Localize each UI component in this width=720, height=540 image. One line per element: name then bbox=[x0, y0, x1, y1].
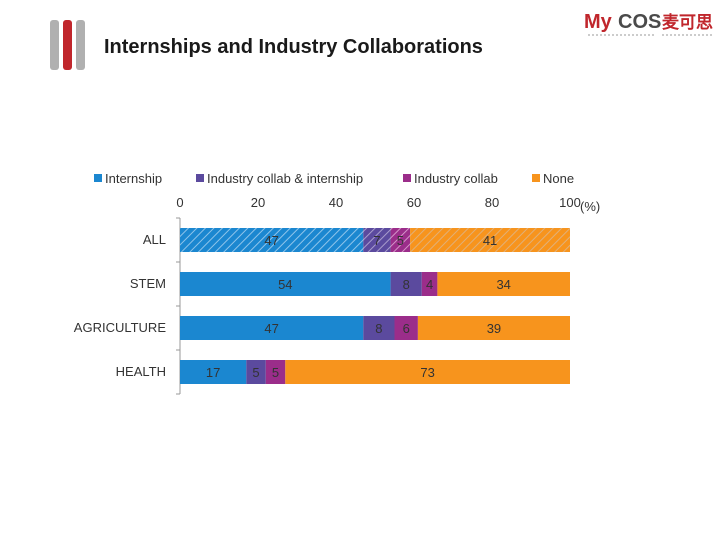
legend-swatch bbox=[196, 174, 204, 182]
bar-segment bbox=[437, 272, 570, 296]
x-tick-label: 20 bbox=[251, 195, 265, 210]
bar-segment bbox=[246, 360, 266, 384]
bar-segment bbox=[285, 360, 570, 384]
bar-segment bbox=[390, 272, 422, 296]
header-decoration bbox=[50, 20, 85, 70]
x-tick-label: 100 bbox=[559, 195, 581, 210]
bar-segment bbox=[363, 316, 395, 340]
data-label: 47 bbox=[264, 233, 278, 248]
data-label: 5 bbox=[272, 365, 279, 380]
data-label: 6 bbox=[403, 321, 410, 336]
data-label: 73 bbox=[420, 365, 434, 380]
y-axis: ALL STEM AGRICULTURE HEALTH bbox=[74, 217, 181, 395]
data-label: 41 bbox=[483, 233, 497, 248]
bar-segment bbox=[390, 228, 411, 252]
data-label: 4 bbox=[426, 277, 433, 292]
data-label: 34 bbox=[496, 277, 510, 292]
bar-segment bbox=[180, 272, 391, 296]
data-label: 5 bbox=[252, 365, 259, 380]
data-label: 7 bbox=[373, 233, 380, 248]
legend-label: Internship bbox=[105, 171, 162, 186]
data-label: 5 bbox=[397, 233, 404, 248]
data-label: 8 bbox=[403, 277, 410, 292]
category-label: STEM bbox=[130, 276, 166, 291]
bar-segment bbox=[417, 316, 570, 340]
bar-segment bbox=[363, 228, 391, 252]
unit-label: (%) bbox=[580, 199, 600, 214]
bar-segment bbox=[265, 360, 286, 384]
x-tick-label: 40 bbox=[329, 195, 343, 210]
bar-segment bbox=[180, 360, 247, 384]
svg-text:麦可思: 麦可思 bbox=[662, 12, 713, 33]
legend-swatch bbox=[403, 174, 411, 182]
data-label: 39 bbox=[487, 321, 501, 336]
mycos-logo: My COS 麦可思 bbox=[584, 11, 713, 36]
bar-segment bbox=[421, 272, 438, 296]
legend-swatch bbox=[94, 174, 102, 182]
x-tick-label: 60 bbox=[407, 195, 421, 210]
category-label: HEALTH bbox=[116, 364, 166, 379]
x-axis: 0 20 40 60 80 100 (%) bbox=[176, 195, 600, 214]
data-label: 54 bbox=[278, 277, 292, 292]
x-tick-label: 80 bbox=[485, 195, 499, 210]
category-label: ALL bbox=[143, 232, 166, 247]
legend-label: Industry collab bbox=[414, 171, 498, 186]
bar-segment bbox=[394, 316, 418, 340]
svg-text:COS: COS bbox=[618, 11, 661, 33]
data-label: 47 bbox=[264, 321, 278, 336]
category-label: AGRICULTURE bbox=[74, 320, 167, 335]
data-label: 17 bbox=[206, 365, 220, 380]
legend-label: None bbox=[543, 171, 574, 186]
legend-swatch bbox=[532, 174, 540, 182]
data-label: 8 bbox=[375, 321, 382, 336]
svg-text:My: My bbox=[584, 11, 613, 33]
legend-label: Industry collab & internship bbox=[207, 171, 363, 186]
page-title: Internships and Industry Collaborations bbox=[104, 36, 483, 58]
bar-segment bbox=[180, 316, 364, 340]
x-tick-label: 0 bbox=[176, 195, 183, 210]
bar-segment bbox=[180, 228, 364, 252]
chart-legend: Internship Industry collab & internship In… bbox=[94, 171, 574, 186]
bar-segment bbox=[410, 228, 570, 252]
